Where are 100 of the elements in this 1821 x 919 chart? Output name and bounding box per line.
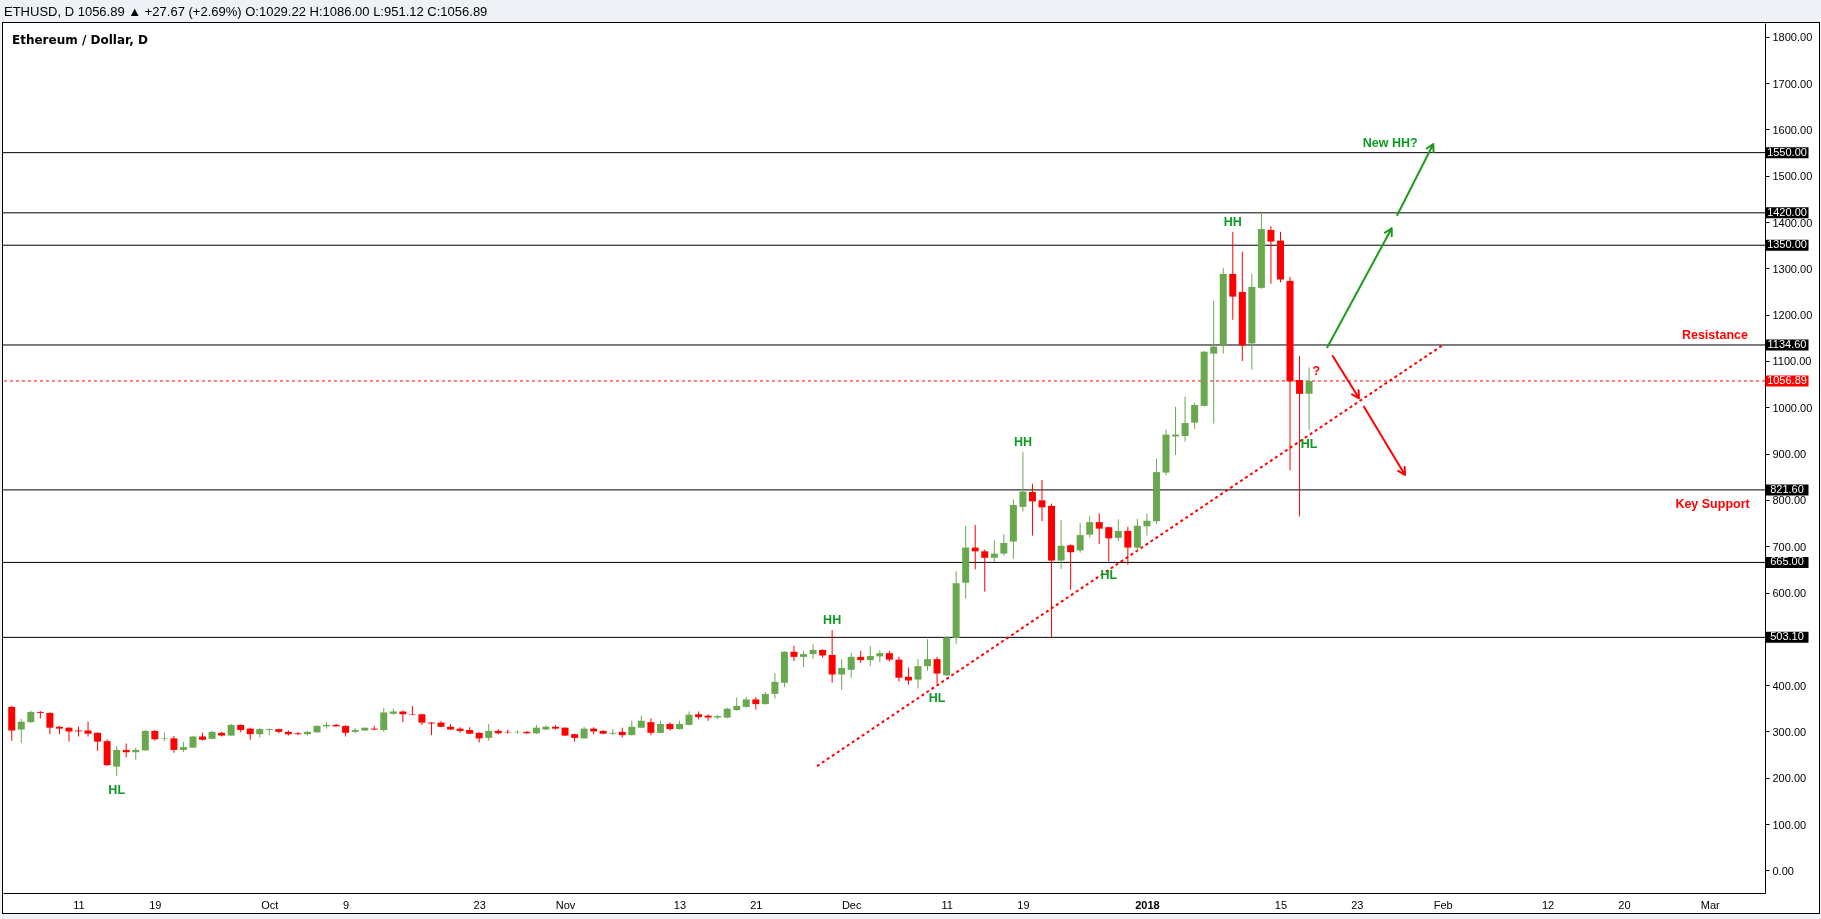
x-tick-label: 13 bbox=[673, 898, 687, 911]
ref-line-label: 665.00 bbox=[1770, 555, 1804, 568]
candlestick bbox=[990, 539, 998, 562]
candlestick bbox=[1124, 526, 1132, 566]
candlestick bbox=[75, 726, 83, 737]
y-tick-label: 700.00 bbox=[1772, 540, 1807, 553]
candlestick bbox=[790, 645, 798, 662]
annotation: HH bbox=[1013, 435, 1032, 450]
y-tick-label: 0.00 bbox=[1772, 864, 1794, 877]
x-tick-label: Mar bbox=[1700, 898, 1721, 911]
x-tick-label: Dec bbox=[841, 898, 862, 911]
x-tick-label: 23 bbox=[473, 898, 486, 911]
y-tick-label: 900.00 bbox=[1772, 448, 1807, 461]
candlestick bbox=[1305, 366, 1313, 431]
ref-line-label: 503.10 bbox=[1770, 630, 1804, 643]
annotation: HL bbox=[928, 690, 946, 705]
y-tick-label: 1500.00 bbox=[1772, 170, 1813, 183]
y-tick-label: 1200.00 bbox=[1772, 309, 1813, 322]
annotation: HH bbox=[1223, 214, 1242, 229]
candlestick bbox=[1105, 526, 1113, 562]
annotation: Key Support bbox=[1675, 496, 1751, 511]
candlestick bbox=[1229, 231, 1237, 321]
candlestick bbox=[1114, 518, 1122, 542]
candlestick bbox=[1019, 451, 1027, 512]
candlestick bbox=[895, 656, 903, 682]
candlestick bbox=[113, 745, 121, 777]
ref-line-label: 1350.00 bbox=[1767, 238, 1807, 251]
candlestick bbox=[1028, 483, 1036, 537]
candlestick bbox=[981, 548, 989, 593]
annotation: HL bbox=[1300, 436, 1318, 451]
candlestick bbox=[8, 705, 16, 742]
candlestick bbox=[380, 707, 388, 733]
candlestick bbox=[1000, 533, 1008, 556]
candlestick bbox=[294, 731, 302, 736]
candlestick bbox=[1067, 543, 1075, 591]
x-tick-label: 20 bbox=[1618, 898, 1631, 911]
y-tick-label: 200.00 bbox=[1772, 772, 1807, 785]
x-tick-label: 15 bbox=[1274, 898, 1288, 911]
candlestick bbox=[1086, 515, 1094, 538]
candlestick bbox=[1267, 225, 1275, 285]
y-tick-label: 600.00 bbox=[1772, 587, 1807, 600]
x-tick-label: Nov bbox=[555, 898, 576, 911]
ref-line-label: 1134.60 bbox=[1767, 337, 1807, 350]
ref-line-label: 1550.00 bbox=[1767, 145, 1807, 158]
candlestick bbox=[94, 731, 102, 752]
candlestick bbox=[1133, 518, 1141, 552]
x-tick-label: 19 bbox=[1017, 898, 1030, 911]
y-tick-label: 1700.00 bbox=[1772, 77, 1813, 90]
candlestick bbox=[1191, 402, 1199, 430]
candlestick bbox=[1210, 300, 1218, 425]
y-tick-label: 400.00 bbox=[1772, 679, 1807, 692]
annotation: ? bbox=[1312, 363, 1321, 378]
annotation: HL bbox=[108, 782, 126, 797]
y-tick-label: 300.00 bbox=[1772, 725, 1807, 738]
candlestick bbox=[17, 718, 25, 744]
ref-line-label: 1056.89 bbox=[1767, 373, 1807, 386]
candlestick bbox=[1143, 513, 1151, 537]
y-tick-label: 1300.00 bbox=[1772, 262, 1813, 275]
candlestick bbox=[828, 629, 836, 684]
x-tick-label: 11 bbox=[73, 898, 85, 911]
y-tick-label: 800.00 bbox=[1772, 494, 1807, 507]
candlestick bbox=[771, 672, 779, 700]
candlestick bbox=[1076, 522, 1084, 554]
candlestick bbox=[84, 721, 92, 737]
annotation: HL bbox=[1100, 568, 1118, 583]
candlestick bbox=[924, 638, 932, 672]
candlestick bbox=[1095, 512, 1103, 545]
candlestick bbox=[914, 658, 922, 689]
y-tick-label: 1800.00 bbox=[1772, 31, 1813, 44]
annotation: New HH? bbox=[1362, 135, 1418, 150]
y-tick-label: 1600.00 bbox=[1772, 123, 1813, 136]
x-tick-label: Feb bbox=[1433, 898, 1453, 911]
candlestick bbox=[427, 721, 435, 736]
candlestick bbox=[46, 711, 54, 735]
candlestick bbox=[866, 645, 874, 667]
ref-line-label: 821.60 bbox=[1770, 482, 1804, 495]
ref-line-label: 1420.00 bbox=[1767, 205, 1807, 218]
candlestick bbox=[838, 658, 846, 691]
chart-title: ETHUSD, D 1056.89 ▲ +27.67 (+2.69%) O:1029.22 H:1086.00 L:951.12 C:1056.89 bbox=[4, 4, 488, 19]
text: Ethereum / Dollar, D bbox=[12, 33, 148, 47]
x-tick-label: 19 bbox=[149, 898, 162, 911]
annotation: HH bbox=[823, 613, 842, 628]
y-tick-label: 100.00 bbox=[1772, 818, 1807, 831]
candlestick bbox=[933, 656, 941, 685]
candlestick bbox=[1038, 479, 1046, 522]
y-tick-label: 1400.00 bbox=[1772, 216, 1813, 229]
x-tick-label: 23 bbox=[1351, 898, 1364, 911]
annotation: Resistance bbox=[1681, 327, 1748, 342]
candlestick bbox=[847, 652, 855, 679]
x-tick-label: Oct bbox=[261, 898, 279, 911]
candlestick bbox=[1181, 396, 1189, 443]
candlestick bbox=[399, 710, 407, 723]
x-tick-label: 11 bbox=[941, 898, 953, 911]
x-tick-label: 2018 bbox=[1135, 898, 1160, 911]
y-tick-label: 1100.00 bbox=[1772, 355, 1812, 368]
candlestick bbox=[141, 729, 149, 752]
x-tick-label: 21 bbox=[750, 898, 763, 911]
x-tick-label: 9 bbox=[343, 898, 350, 911]
candlestick bbox=[809, 643, 817, 660]
x-tick-label: 12 bbox=[1541, 898, 1555, 911]
